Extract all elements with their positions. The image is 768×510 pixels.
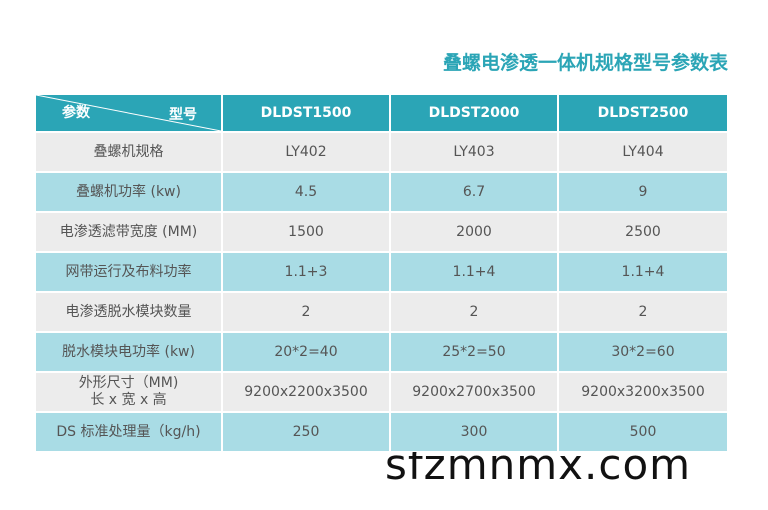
value-text: 2500 [625, 223, 661, 240]
value-cell: 2500 [558, 212, 728, 252]
header-corner: 参数 型号 [35, 94, 222, 132]
row-label-text: 脱水模块电功率 (kw) [62, 343, 195, 360]
value-text: 9200x2200x3500 [244, 383, 368, 400]
value-cell: 250 [222, 412, 390, 452]
row-label-line: 外形尺寸（MM) [78, 375, 179, 391]
column-header-text: DLDST1500 [260, 104, 352, 121]
value-text: 9200x2700x3500 [412, 383, 536, 400]
value-text: 2 [301, 303, 311, 320]
row-label-text: 电渗透滤带宽度 (MM) [59, 223, 198, 240]
model-label: 型号 [169, 107, 197, 123]
value-cell: 2 [222, 292, 390, 332]
row-label-text: DS 标准处理量（kg/h) [56, 423, 201, 440]
value-text: 250 [292, 423, 320, 440]
value-text: LY404 [622, 143, 664, 160]
column-header-text: DLDST2000 [428, 104, 520, 121]
value-text: 9200x3200x3500 [581, 383, 705, 400]
value-cell: 9 [558, 172, 728, 212]
column-header: DLDST2500 [558, 94, 728, 132]
value-cell: 500 [558, 412, 728, 452]
value-cell: 2 [390, 292, 558, 332]
value-text: 1.1+4 [452, 263, 496, 280]
row-label-line: 长 x 宽 x 高 [90, 392, 167, 408]
value-text: 1.1+3 [284, 263, 328, 280]
value-cell: 1.1+3 [222, 252, 390, 292]
value-cell: 1.1+4 [558, 252, 728, 292]
value-text: 6.7 [462, 183, 486, 200]
value-text: LY402 [285, 143, 327, 160]
value-cell: LY404 [558, 132, 728, 172]
value-text: 4.5 [294, 183, 318, 200]
row-label: 叠螺机功率 (kw) [35, 172, 222, 212]
row-label-text: 叠螺机规格 [93, 143, 164, 160]
row-label: 电渗透脱水模块数量 [35, 292, 222, 332]
value-text: 1.1+4 [621, 263, 665, 280]
value-text: 2000 [456, 223, 492, 240]
row-label-text: 叠螺机功率 (kw) [76, 183, 181, 200]
value-cell: 2000 [390, 212, 558, 252]
value-cell: 30*2=60 [558, 332, 728, 372]
diagonal [36, 95, 221, 131]
table-title: 叠螺电渗透一体机规格型号参数表 [442, 52, 728, 74]
value-text: 25*2=50 [442, 343, 506, 360]
value-cell: 1.1+4 [390, 252, 558, 292]
column-header-text: DLDST2500 [597, 104, 689, 121]
value-cell: 1500 [222, 212, 390, 252]
value-cell: LY402 [222, 132, 390, 172]
value-text: 20*2=40 [274, 343, 338, 360]
value-cell: 9200x2700x3500 [390, 372, 558, 412]
value-text: 1500 [288, 223, 324, 240]
value-text: 300 [460, 423, 488, 440]
row-label: DS 标准处理量（kg/h) [35, 412, 222, 452]
value-text: 30*2=60 [611, 343, 675, 360]
value-cell: 4.5 [222, 172, 390, 212]
row-label: 电渗透滤带宽度 (MM) [35, 212, 222, 252]
row-label: 叠螺机规格 [35, 132, 222, 172]
value-cell: 2 [558, 292, 728, 332]
value-cell: 25*2=50 [390, 332, 558, 372]
value-cell: 300 [390, 412, 558, 452]
value-text: 2 [638, 303, 648, 320]
row-label-text: 电渗透脱水模块数量 [65, 303, 192, 320]
value-cell: 20*2=40 [222, 332, 390, 372]
value-text: LY403 [453, 143, 495, 160]
row-label: 脱水模块电功率 (kw) [35, 332, 222, 372]
value-cell: 9200x3200x3500 [558, 372, 728, 412]
column-header: DLDST1500 [222, 94, 390, 132]
value-cell: 6.7 [390, 172, 558, 212]
param-label: 参数 [62, 105, 90, 121]
value-cell: LY403 [390, 132, 558, 172]
row-label: 外形尺寸（MM) 长 x 宽 x 高 [35, 372, 222, 412]
column-header: DLDST2000 [390, 94, 558, 132]
value-text: 2 [469, 303, 479, 320]
value-text: 9 [638, 183, 648, 200]
value-text: 500 [629, 423, 657, 440]
row-label: 网带运行及布料功率 [35, 252, 222, 292]
value-cell: 9200x2200x3500 [222, 372, 390, 412]
row-label-text: 网带运行及布料功率 [65, 263, 192, 280]
